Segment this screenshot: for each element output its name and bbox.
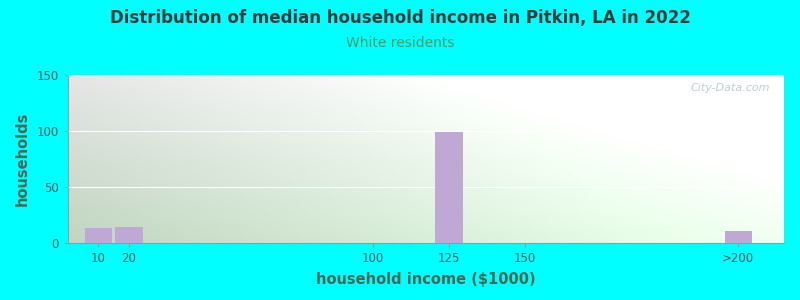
- X-axis label: household income ($1000): household income ($1000): [316, 272, 536, 287]
- Bar: [115, 227, 142, 243]
- Bar: [435, 132, 462, 243]
- Text: White residents: White residents: [346, 36, 454, 50]
- Bar: [85, 228, 112, 243]
- Bar: [725, 231, 752, 243]
- Y-axis label: households: households: [14, 112, 30, 206]
- Text: City-Data.com: City-Data.com: [690, 83, 770, 93]
- Text: Distribution of median household income in Pitkin, LA in 2022: Distribution of median household income …: [110, 9, 690, 27]
